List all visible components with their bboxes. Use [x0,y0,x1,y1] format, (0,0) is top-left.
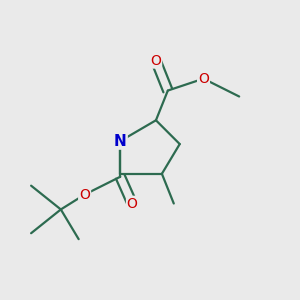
Text: O: O [127,196,138,211]
Text: O: O [198,72,209,86]
Text: N: N [114,134,127,148]
Text: O: O [151,54,161,68]
Text: O: O [79,188,90,202]
